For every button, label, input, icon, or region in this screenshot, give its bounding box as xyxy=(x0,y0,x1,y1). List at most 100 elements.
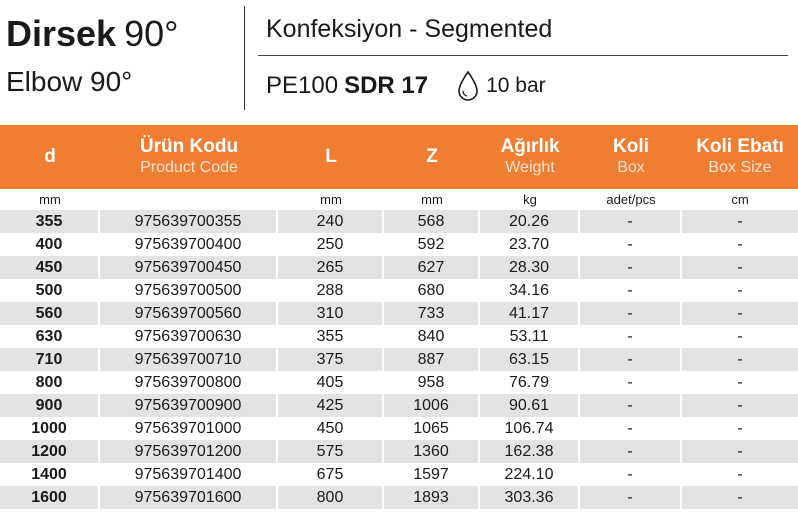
table-cell-d: 710 xyxy=(0,348,100,371)
table-cell-d: 450 xyxy=(0,256,100,279)
table-cell-weight: 90.61 xyxy=(480,394,580,417)
table-cell-box: - xyxy=(580,417,682,440)
table-cell-product-code: 975639701000 xyxy=(100,417,278,440)
column-header-label: d xyxy=(44,146,56,167)
table-cell-weight: 34.16 xyxy=(480,279,580,302)
table-row: 1400 975639701400 675 1597 224.10- - xyxy=(0,463,798,486)
column-header-sublabel: Box Size xyxy=(708,159,772,176)
table-cell-weight: 20.26 xyxy=(480,210,580,233)
table-cell-z: 568 xyxy=(384,210,480,233)
table-cell-box-size: - xyxy=(682,463,798,486)
table-cell-product-code: 975639700355 xyxy=(100,210,278,233)
product-spec: PE100 SDR 17 10 bar xyxy=(266,70,546,102)
table-cell-d: 1400 xyxy=(0,463,100,486)
pressure-label: 10 bar xyxy=(486,74,546,97)
unit-label: adet/pcs xyxy=(606,192,656,207)
table-cell-box: - xyxy=(580,279,682,302)
table-cell-product-code: 975639700450 xyxy=(100,256,278,279)
table-cell-box-size: - xyxy=(682,486,798,509)
table-cell-box: - xyxy=(580,440,682,463)
column-header-sublabel: Weight xyxy=(505,159,555,176)
column-header-box: Koli Box xyxy=(580,125,682,189)
unit-label: mm xyxy=(320,192,342,207)
table-cell-weight: 41.17 xyxy=(480,302,580,325)
table-cell-product-code: 975639700710 xyxy=(100,348,278,371)
table-cell-l: 675 xyxy=(278,463,384,486)
table-cell-box-size: - xyxy=(682,394,798,417)
table-cell-l: 405 xyxy=(278,371,384,394)
table-cell-z: 958 xyxy=(384,371,480,394)
table-cell-box-size: - xyxy=(682,371,798,394)
table-cell-box: - xyxy=(580,210,682,233)
table-cell-d: 1000 xyxy=(0,417,100,440)
sdr-label: SDR 17 xyxy=(344,72,429,99)
table-cell-product-code: 975639701400 xyxy=(100,463,278,486)
table-cell-l: 575 xyxy=(278,440,384,463)
table-cell-product-code: 975639701200 xyxy=(100,440,278,463)
table-cell-box-size: - xyxy=(682,233,798,256)
table-cell-weight: 28.30 xyxy=(480,256,580,279)
water-drop-icon xyxy=(456,70,480,102)
table-cell-z: 733 xyxy=(384,302,480,325)
table-cell-box-size: - xyxy=(682,325,798,348)
column-header-sublabel: Box xyxy=(617,159,645,176)
table-cell-box-size: - xyxy=(682,210,798,233)
column-header-weight: Ağırlık Weight xyxy=(480,125,580,189)
table-body: 355 975639700355 240 568 20.26- -400 975639700… xyxy=(0,210,798,509)
table-cell-weight: 63.15 xyxy=(480,348,580,371)
table-units-row: mm mm mm kg adet/pcs cm xyxy=(0,189,798,210)
table-row: 500 975639700500 288 680 34.16- - xyxy=(0,279,798,302)
table-cell-box: - xyxy=(580,233,682,256)
table-cell-box-size: - xyxy=(682,417,798,440)
product-subtitle: Konfeksiyon - Segmented xyxy=(266,15,553,43)
table-cell-box: - xyxy=(580,371,682,394)
table-cell-box: - xyxy=(580,394,682,417)
table-cell-l: 800 xyxy=(278,486,384,509)
table-cell-z: 627 xyxy=(384,256,480,279)
unit-label: mm xyxy=(39,192,61,207)
table-cell-box-size: - xyxy=(682,440,798,463)
table-cell-l: 250 xyxy=(278,233,384,256)
product-table: d Ürün Kodu Product Code L Z Ağırlık Weight Kol… xyxy=(0,125,798,509)
table-header: d Ürün Kodu Product Code L Z Ağırlık Weight Kol… xyxy=(0,125,798,189)
table-cell-box: - xyxy=(580,325,682,348)
table-cell-weight: 23.70 xyxy=(480,233,580,256)
table-row: 450 975639700450 265 627 28.30- - xyxy=(0,256,798,279)
column-header-product-code: Ürün Kodu Product Code xyxy=(100,125,278,189)
table-cell-box-size: - xyxy=(682,256,798,279)
table-row: 400 975639700400 250 592 23.70- - xyxy=(0,233,798,256)
header-divider-horizontal xyxy=(258,55,788,56)
table-cell-z: 680 xyxy=(384,279,480,302)
table-cell-d: 800 xyxy=(0,371,100,394)
table-cell-z: 1065 xyxy=(384,417,480,440)
table-row: 1000 975639701000 450 1065 106.74- - xyxy=(0,417,798,440)
table-cell-z: 887 xyxy=(384,348,480,371)
table-cell-weight: 303.36 xyxy=(480,486,580,509)
table-cell-l: 425 xyxy=(278,394,384,417)
table-cell-l: 375 xyxy=(278,348,384,371)
material-label: PE100 xyxy=(266,72,339,99)
table-cell-box-size: - xyxy=(682,279,798,302)
unit-label: kg xyxy=(523,192,537,207)
table-cell-d: 560 xyxy=(0,302,100,325)
table-cell-product-code: 975639700800 xyxy=(100,371,278,394)
table-cell-product-code: 975639701600 xyxy=(100,486,278,509)
title-tr-bold: Dirsek xyxy=(6,13,117,54)
column-header-label: L xyxy=(325,146,337,167)
table-cell-l: 288 xyxy=(278,279,384,302)
column-header-label: Z xyxy=(426,146,438,167)
table-cell-z: 1006 xyxy=(384,394,480,417)
header-divider-vertical xyxy=(244,6,245,110)
table-cell-l: 265 xyxy=(278,256,384,279)
column-header-label: Koli xyxy=(613,136,649,157)
table-cell-d: 1600 xyxy=(0,486,100,509)
table-cell-z: 1360 xyxy=(384,440,480,463)
table-cell-l: 310 xyxy=(278,302,384,325)
table-cell-product-code: 975639700630 xyxy=(100,325,278,348)
table-cell-l: 240 xyxy=(278,210,384,233)
table-cell-weight: 76.79 xyxy=(480,371,580,394)
column-header-box-size: Koli Ebatı Box Size xyxy=(682,125,798,189)
table-cell-d: 1200 xyxy=(0,440,100,463)
column-header-z: Z xyxy=(384,125,480,189)
table-cell-z: 1597 xyxy=(384,463,480,486)
